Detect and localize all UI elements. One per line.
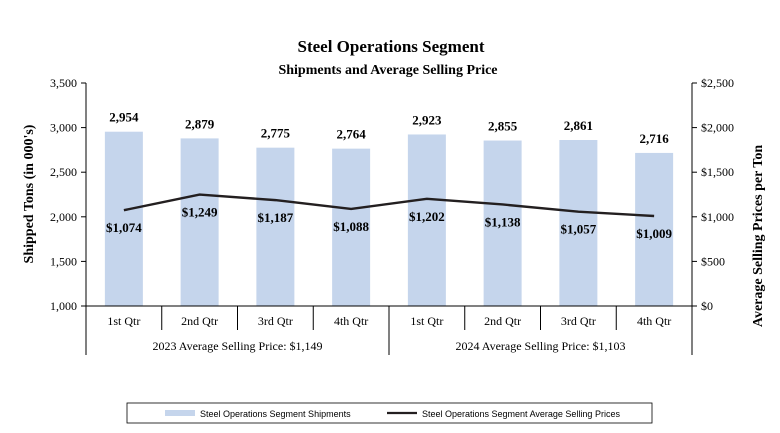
- x-tick-label: 2nd Qtr: [484, 314, 521, 328]
- group-label: 2024 Average Selling Price: $1,103: [455, 339, 625, 353]
- x-tick-label: 1st Qtr: [107, 314, 140, 328]
- bar-shipments: [559, 139, 598, 306]
- x-tick-label: 3rd Qtr: [258, 314, 293, 328]
- y-tick-label: 1,000: [50, 299, 77, 313]
- y2-tick-label: $0: [701, 299, 713, 313]
- y-tick-label: 3,500: [50, 76, 77, 90]
- x-tick-label: 2nd Qtr: [181, 314, 218, 328]
- y-axis-label: Shipped Tons (in 000's): [22, 124, 37, 263]
- price-value-label: $1,138: [485, 214, 521, 229]
- bar-shipments: [483, 140, 522, 306]
- x-tick-label: 1st Qtr: [410, 314, 443, 328]
- price-value-label: $1,202: [409, 209, 445, 224]
- group-label: 2023 Average Selling Price: $1,149: [152, 339, 322, 353]
- price-value-label: $1,074: [106, 220, 142, 235]
- price-value-label: $1,057: [561, 222, 597, 237]
- bar-shipments: [256, 147, 295, 306]
- legend-label-selling-prices: Steel Operations Segment Average Selling…: [422, 409, 620, 419]
- bar-shipments: [635, 152, 674, 306]
- bar-shipments: [180, 138, 219, 306]
- bar-value-label: 2,923: [412, 112, 442, 127]
- chart-subtitle: Shipments and Average Selling Price: [278, 63, 497, 78]
- bar-value-label: 2,775: [261, 126, 291, 141]
- x-tick-label: 4th Qtr: [334, 314, 368, 328]
- legend: Steel Operations Segment Shipments Steel…: [126, 402, 653, 424]
- y2-tick-label: $1,000: [701, 210, 734, 224]
- x-tick-label: 3rd Qtr: [561, 314, 596, 328]
- bar-shipments: [104, 131, 143, 306]
- price-value-label: $1,187: [258, 210, 294, 225]
- legend-swatch-shipments: [165, 410, 195, 416]
- y-tick-label: 2,500: [50, 165, 77, 179]
- chart-title: Steel Operations Segment: [298, 37, 485, 56]
- y2-tick-label: $500: [701, 254, 725, 268]
- bar-value-label: 2,954: [109, 110, 139, 125]
- y2-tick-label: $2,500: [701, 76, 734, 90]
- y2-tick-label: $2,000: [701, 121, 734, 135]
- bar-shipments: [332, 148, 371, 306]
- x-tick-label: 4th Qtr: [637, 314, 671, 328]
- line-selling-prices: [123, 193, 655, 218]
- price-value-label: $1,249: [182, 205, 218, 220]
- y2-axis-label: Average Selling Prices per Ton: [751, 145, 766, 327]
- bar-value-label: 2,855: [488, 119, 518, 134]
- bar-value-label: 2,879: [185, 116, 215, 131]
- y-tick-label: 1,500: [50, 254, 77, 268]
- y-tick-label: 3,000: [50, 121, 77, 135]
- y-tick-label: 2,000: [50, 210, 77, 224]
- bar-shipments: [407, 134, 446, 306]
- legend-label-shipments: Steel Operations Segment Shipments: [200, 409, 351, 419]
- price-value-label: $1,009: [636, 226, 672, 241]
- bar-value-label: 2,861: [564, 118, 593, 133]
- price-value-label: $1,088: [333, 219, 369, 234]
- bar-value-label: 2,764: [337, 127, 367, 142]
- bar-value-label: 2,716: [640, 131, 670, 146]
- y2-tick-label: $1,500: [701, 165, 734, 179]
